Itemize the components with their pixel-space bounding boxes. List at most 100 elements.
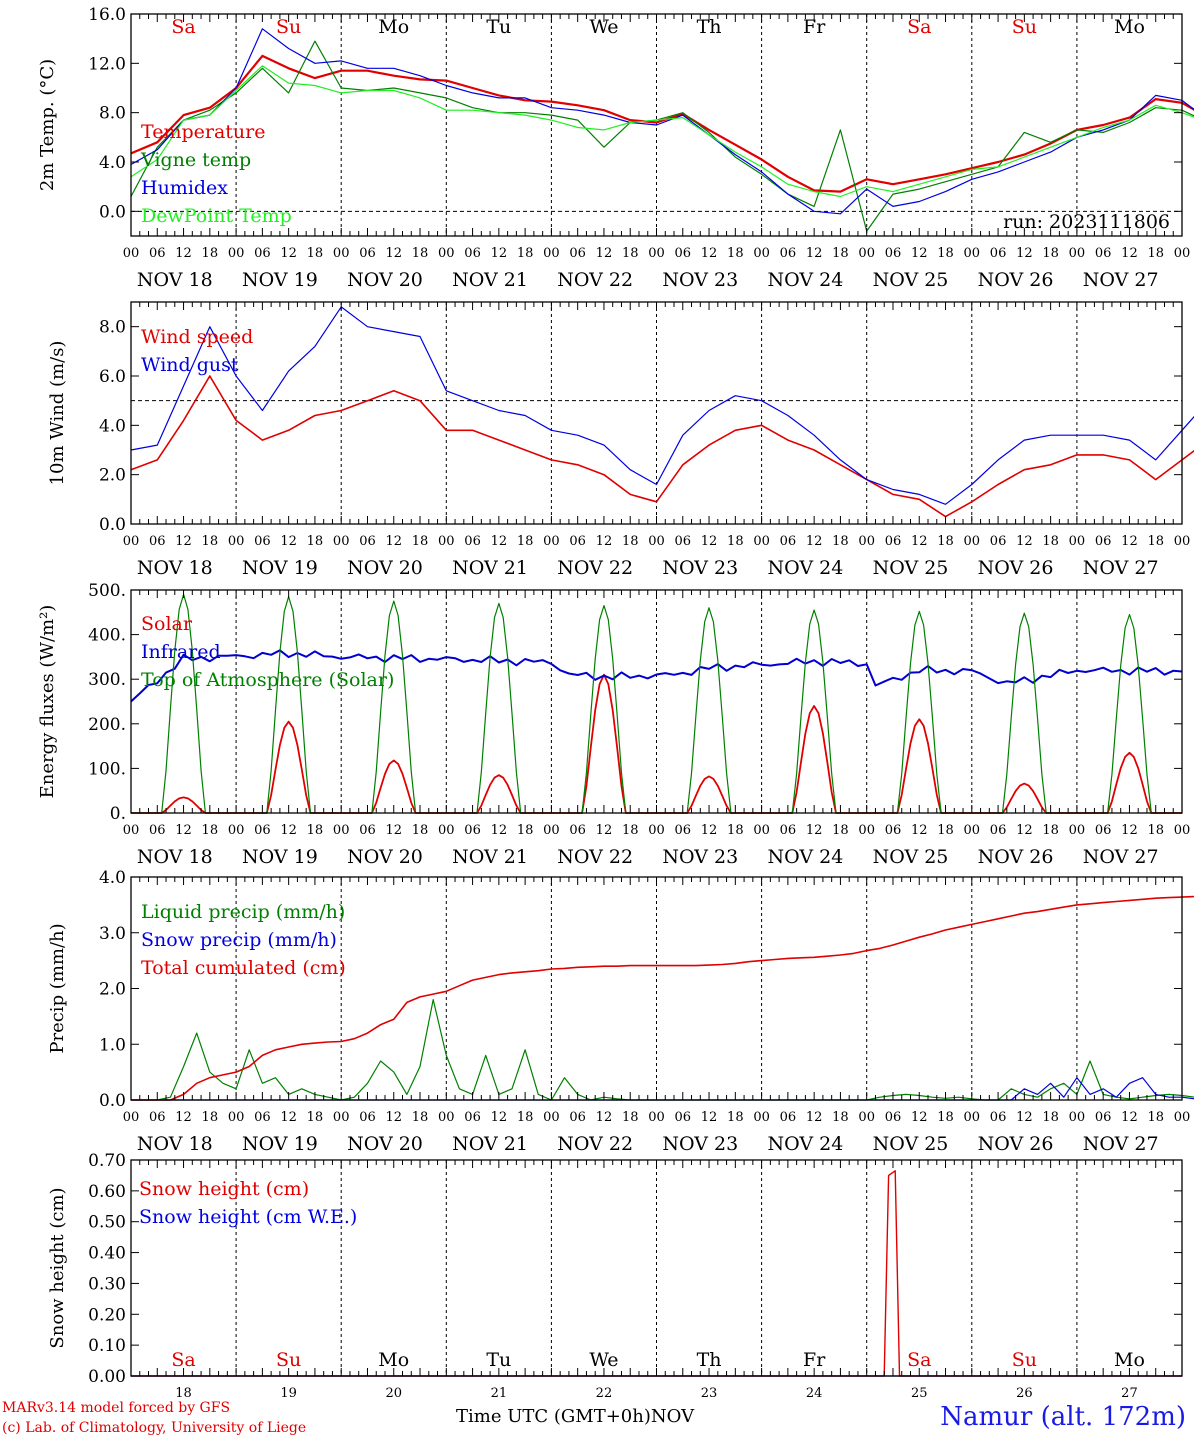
hour-tick-label: 12	[385, 534, 402, 549]
hour-tick-label: 06	[990, 1110, 1007, 1125]
hour-tick-label: 00	[123, 246, 140, 261]
y-tick-label: 8.0	[99, 318, 126, 338]
hour-tick-label: 12	[1121, 534, 1138, 549]
hour-tick-label: 18	[1042, 246, 1059, 261]
date-label: NOV 25	[873, 557, 949, 579]
hour-tick-label: 18	[937, 246, 954, 261]
date-label: NOV 23	[662, 1133, 738, 1155]
date-label: NOV 25	[873, 269, 949, 291]
hour-tick-label: 18	[937, 534, 954, 549]
hour-tick-label: 12	[911, 534, 928, 549]
date-label: NOV 24	[767, 269, 843, 291]
legend-entry: Wind gust	[141, 354, 239, 376]
hour-tick-label: 00	[438, 246, 455, 261]
hour-tick-label: 18	[307, 1110, 324, 1125]
y-tick-label: 0.0	[99, 515, 126, 535]
hour-tick-label: 06	[780, 823, 797, 838]
day-name-label: Th	[697, 16, 722, 38]
hour-tick-label: 18	[412, 534, 429, 549]
hour-tick-label: 18	[202, 534, 219, 549]
day-name-label: Su	[276, 1349, 301, 1371]
y-tick-label: 0.40	[88, 1244, 126, 1264]
date-label: NOV 23	[662, 846, 738, 868]
hour-tick-label: 00	[543, 1110, 560, 1125]
hour-tick-label: 06	[1095, 534, 1112, 549]
hour-tick-label: 18	[832, 246, 849, 261]
hour-tick-label: 12	[385, 1110, 402, 1125]
date-label: NOV 18	[137, 269, 213, 291]
hour-tick-label: 12	[806, 1110, 823, 1125]
hour-tick-label: 06	[990, 534, 1007, 549]
hour-tick-label: 12	[385, 246, 402, 261]
day-name-label: Fr	[803, 1349, 826, 1371]
x-axis-title: Time UTC (GMT+0h)NOV	[456, 1406, 694, 1427]
hour-tick-label: 18	[622, 823, 639, 838]
hour-tick-label: 12	[175, 823, 192, 838]
hour-tick-label: 12	[280, 823, 297, 838]
hour-tick-label: 06	[885, 1110, 902, 1125]
date-label: NOV 24	[767, 557, 843, 579]
hour-tick-label: 12	[701, 246, 718, 261]
hour-tick-label: 06	[780, 534, 797, 549]
date-label: NOV 19	[242, 846, 318, 868]
hour-tick-label: 06	[254, 534, 271, 549]
y-tick-label: 0.10	[88, 1336, 126, 1356]
date-label: NOV 18	[137, 557, 213, 579]
hour-tick-label: 18	[937, 823, 954, 838]
legend-entry: Snow precip (mm/h)	[141, 929, 337, 951]
hour-tick-label: 06	[569, 246, 586, 261]
hour-tick-label: 12	[701, 823, 718, 838]
date-label: NOV 23	[662, 557, 738, 579]
hour-tick-label: 18	[202, 246, 219, 261]
y-tick-label: 0.50	[88, 1213, 126, 1233]
y-tick-label: 0.0	[99, 1091, 126, 1111]
day-name-label: Su	[1012, 16, 1037, 38]
series-line-solar	[131, 673, 1182, 814]
series-line-dewpoint-temp	[130, 65, 1194, 198]
date-label: NOV 19	[242, 557, 318, 579]
hour-tick-label: 00	[333, 1110, 350, 1125]
hour-tick-label: 06	[464, 823, 481, 838]
hour-tick-label: 12	[175, 534, 192, 549]
day-name-label: Mo	[378, 16, 409, 38]
day-name-label: Mo	[378, 1349, 409, 1371]
legend-entry: Top of Atmosphere (Solar)	[141, 669, 394, 691]
day-name-label: Th	[697, 1349, 722, 1371]
hour-tick-label: 18	[1147, 534, 1164, 549]
y-tick-label: 0.	[110, 804, 126, 824]
footer-credit-line2: (c) Lab. of Climatology, University of L…	[2, 1420, 307, 1436]
hour-tick-label: 00	[1069, 534, 1086, 549]
hour-tick-label: 06	[464, 246, 481, 261]
hour-tick-label: 18	[202, 823, 219, 838]
day-number-label: 18	[175, 1386, 192, 1401]
x-axis-title-text: Time UTC (GMT+0h)	[456, 1406, 651, 1427]
y-tick-label: 0.30	[88, 1274, 126, 1294]
y-tick-label: 4.0	[99, 416, 126, 436]
hour-tick-label: 06	[1095, 1110, 1112, 1125]
day-number-label: 24	[806, 1386, 823, 1401]
hour-tick-label: 18	[202, 1110, 219, 1125]
y-tick-label: 500.	[88, 581, 126, 601]
hour-tick-label: 00	[123, 1110, 140, 1125]
hour-tick-label: 06	[464, 534, 481, 549]
hour-tick-label: 18	[727, 1110, 744, 1125]
legend-entry: Liquid precip (mm/h)	[141, 901, 345, 923]
date-label: NOV 22	[557, 846, 633, 868]
date-label: NOV 27	[1083, 846, 1159, 868]
legend-entry: Solar	[141, 613, 193, 635]
hour-tick-label: 00	[1174, 534, 1191, 549]
hour-tick-label: 00	[543, 534, 560, 549]
y-tick-label: 100.	[88, 759, 126, 779]
day-name-label: We	[589, 1349, 618, 1371]
hour-tick-label: 00	[858, 246, 875, 261]
y-tick-label: 0.20	[88, 1305, 126, 1325]
date-label: NOV 19	[242, 1133, 318, 1155]
hour-tick-label: 00	[964, 246, 981, 261]
hour-tick-label: 06	[675, 1110, 692, 1125]
hour-tick-label: 12	[911, 1110, 928, 1125]
hour-tick-label: 06	[780, 246, 797, 261]
hour-tick-label: 12	[806, 823, 823, 838]
y-tick-label: 2.0	[99, 466, 126, 486]
hour-tick-label: 00	[438, 823, 455, 838]
hour-tick-label: 18	[1042, 534, 1059, 549]
